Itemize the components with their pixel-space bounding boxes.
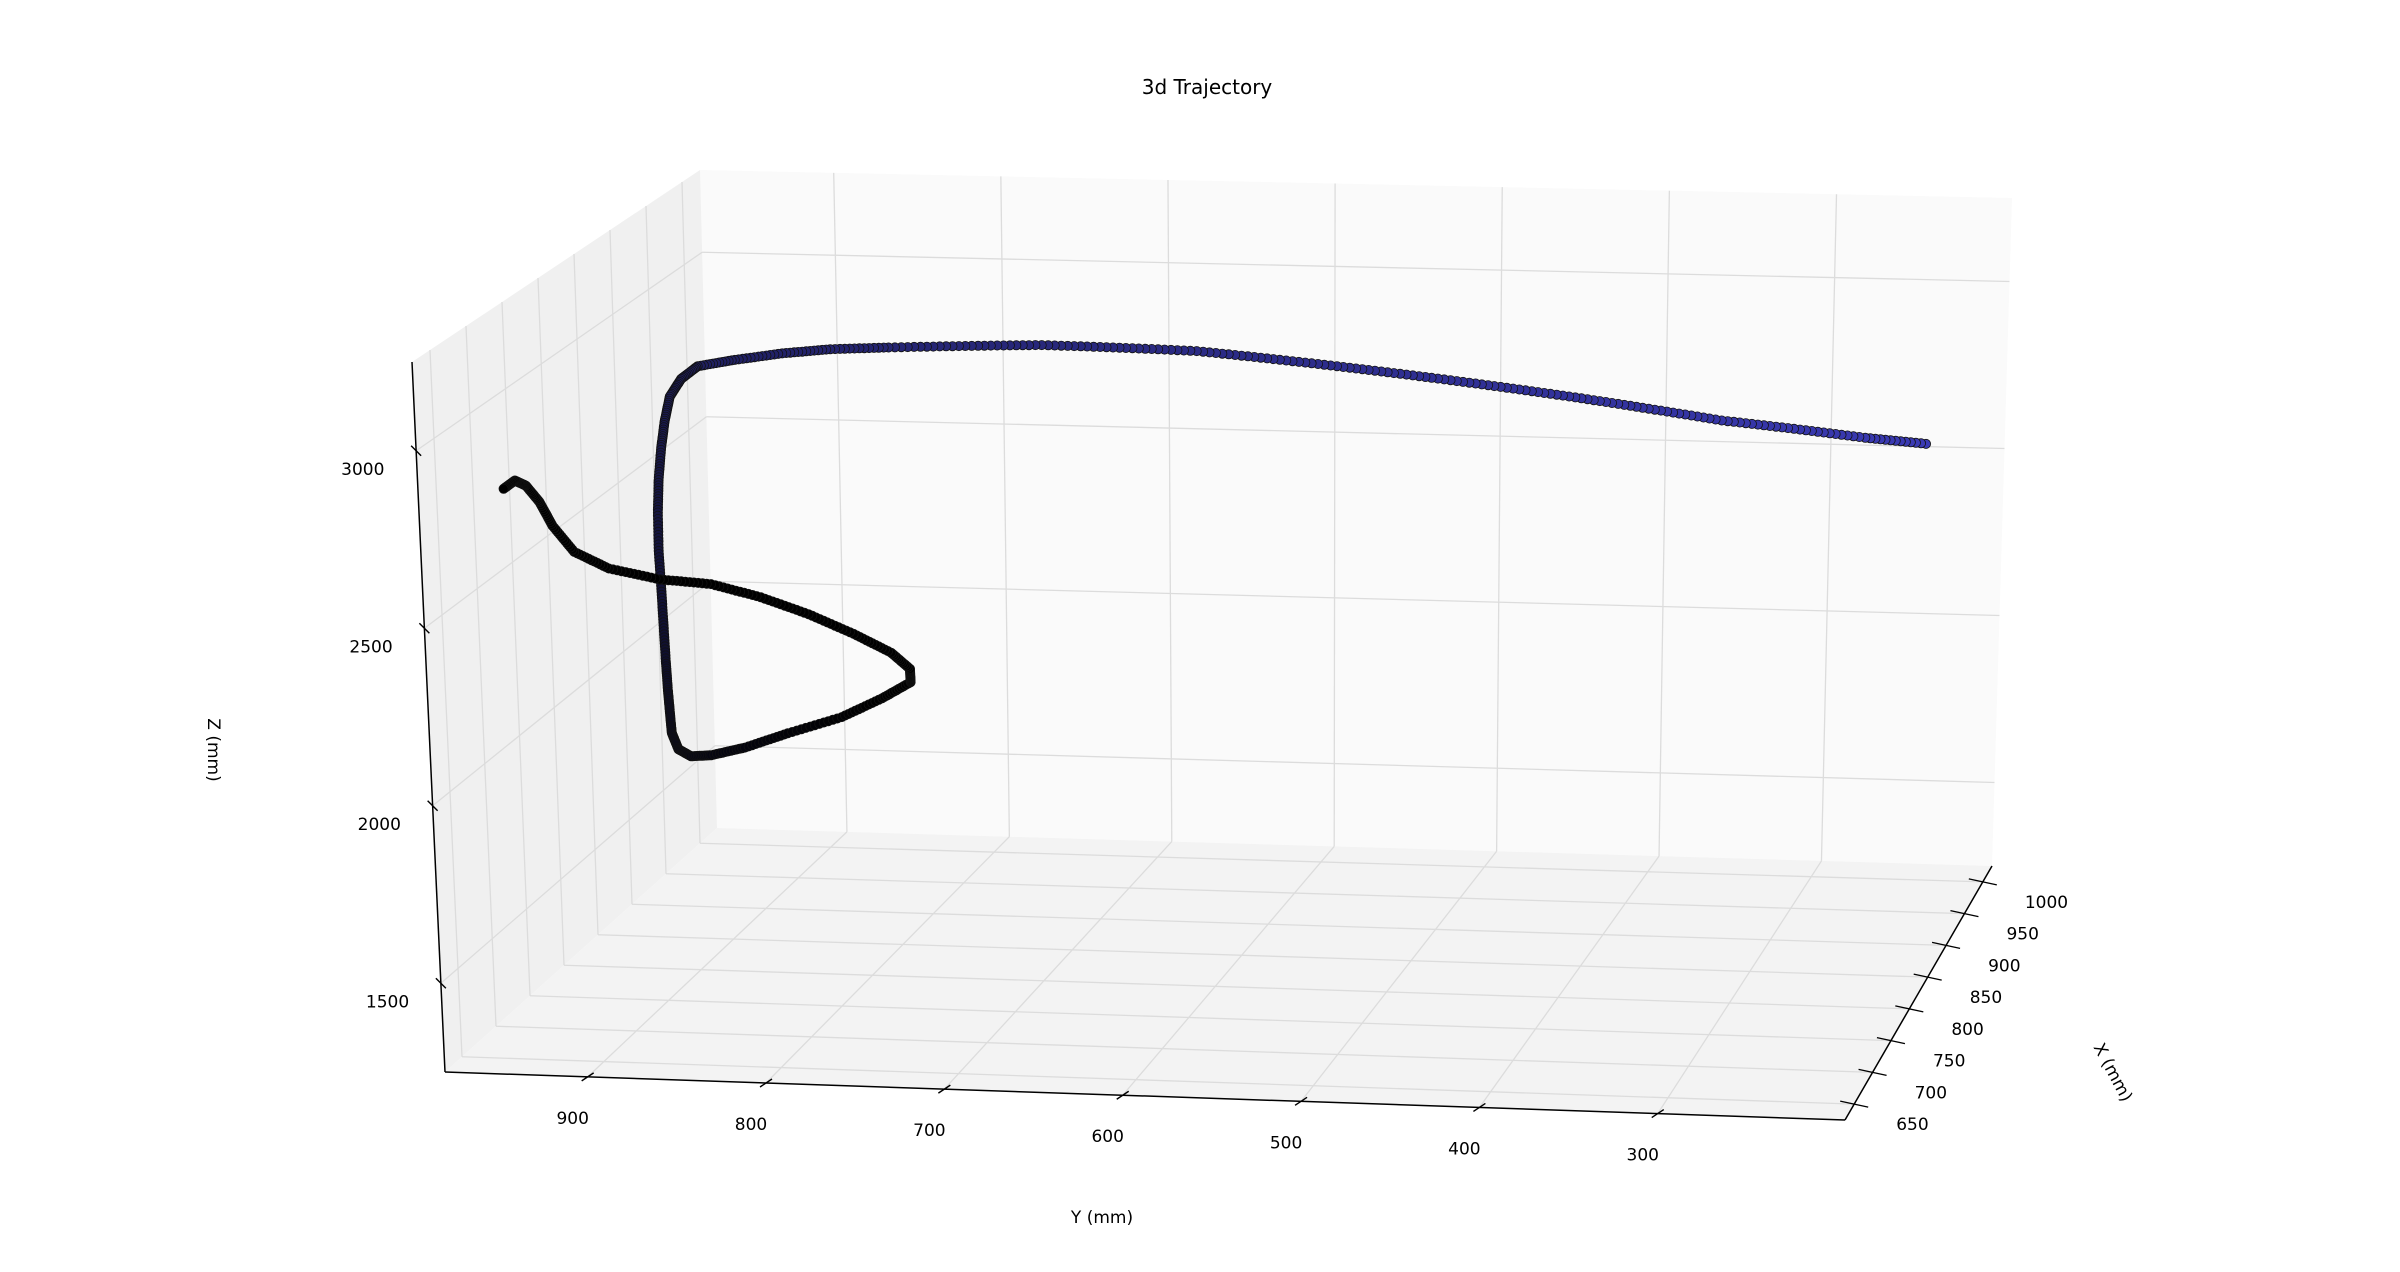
- grid-line-side-x: [573, 253, 599, 935]
- x-tick-label: 750: [1933, 1052, 1965, 1072]
- axis-lines: [411, 361, 1993, 1121]
- grid-line-floor-y: [765, 836, 1010, 1084]
- grid-line-floor-x: [631, 903, 1947, 947]
- back-pane: [700, 170, 2012, 866]
- y-tick-label: 800: [735, 1115, 767, 1135]
- x-tick-label: 650: [1896, 1115, 1928, 1135]
- grid-line-back-y: [1658, 190, 1671, 857]
- grid-line-floor-y: [1300, 850, 1498, 1102]
- x-tick-label: 850: [1970, 988, 2002, 1008]
- x-tick: [1968, 878, 1997, 886]
- y-tick-label: 500: [1270, 1133, 1302, 1153]
- z-axis-line: [411, 361, 446, 1073]
- grid-line-side-z: [440, 745, 716, 984]
- x-tick-label: 700: [1915, 1083, 1947, 1103]
- x-tick: [1931, 941, 1961, 950]
- y-tick-label: 300: [1627, 1146, 1659, 1166]
- grid-line-side-x: [465, 325, 497, 1027]
- tick-labels: 300 400 500 600 700 800 900 650 700 750 800 850 900 9…: [341, 460, 2068, 1166]
- grid-line-floor-x: [665, 873, 1965, 915]
- grid-line-floor-y: [943, 841, 1173, 1090]
- grid-line-back-y: [1333, 183, 1336, 847]
- chart-title: 3d Trajectory: [1142, 75, 1273, 99]
- y-tick-label: 400: [1448, 1139, 1480, 1159]
- grid-line-back-z: [702, 251, 2010, 283]
- z-tick: [410, 445, 422, 457]
- grid-line-back-y: [1000, 176, 1011, 837]
- grid-line-side-x: [681, 181, 701, 844]
- z-tick-label: 2500: [349, 637, 392, 657]
- grid-line-floor-y: [587, 831, 848, 1078]
- y-axis-label: Y (mm): [1070, 1208, 1133, 1228]
- grid-line-floor-y: [1478, 855, 1660, 1108]
- y-tick: [1116, 1090, 1130, 1100]
- y-tick: [937, 1084, 951, 1094]
- x-axis-label: X (mm): [2089, 1040, 2136, 1105]
- grid-line-floor-x: [563, 964, 1910, 1010]
- grid-line-side-z: [415, 251, 703, 452]
- z-tick: [435, 977, 447, 989]
- z-tick: [418, 622, 430, 634]
- z-tick-label: 2000: [358, 815, 401, 835]
- tick-marks: [410, 445, 1997, 1119]
- axes-panes: [412, 170, 2012, 1120]
- grid-lines: [415, 172, 2010, 1114]
- grid-line-back-y: [833, 172, 848, 832]
- grid-line-back-z: [706, 416, 2005, 450]
- z-tick-label: 3000: [341, 460, 384, 480]
- y-tick-label: 600: [1091, 1127, 1123, 1147]
- y-tick-label: 700: [913, 1121, 945, 1141]
- y-tick: [581, 1072, 595, 1082]
- z-axis-label: Z (mm): [203, 718, 223, 781]
- x-tick-label: 950: [2006, 925, 2038, 945]
- trajectory-point: [498, 483, 509, 494]
- x-axis-line: [1844, 865, 1993, 1121]
- z-tick-label: 1500: [366, 992, 409, 1012]
- x-tick: [1876, 1036, 1906, 1045]
- grid-line-floor-y: [1122, 845, 1335, 1096]
- x-tick: [1895, 1005, 1924, 1013]
- grid-line-back-y: [1495, 187, 1503, 852]
- x-tick: [1950, 909, 1979, 918]
- grid-line-floor-x: [699, 842, 1983, 883]
- grid-line-side-x: [537, 277, 565, 966]
- grid-line-floor-x: [461, 1056, 1855, 1105]
- x-tick: [1858, 1068, 1887, 1077]
- grid-line-floor-x: [529, 995, 1891, 1042]
- y-tick-label: 900: [556, 1109, 588, 1129]
- grid-line-back-z: [710, 580, 2000, 617]
- grid-line-back-y: [1820, 194, 1838, 861]
- trajectory-points: [498, 340, 1932, 762]
- y-tick: [1473, 1102, 1486, 1113]
- x-tick-label: 1000: [2025, 893, 2068, 913]
- grid-line-floor-y: [1657, 860, 1823, 1114]
- grid-line-back-z: [714, 745, 1995, 784]
- grid-line-side-x: [429, 349, 463, 1057]
- floor-pane: [445, 828, 1992, 1120]
- grid-line-floor-x: [597, 934, 1928, 978]
- z-tick: [427, 800, 439, 812]
- x-tick: [1840, 1100, 1869, 1108]
- y-tick: [1294, 1096, 1308, 1106]
- grid-line-side-x: [501, 301, 531, 996]
- y-tick: [1651, 1108, 1665, 1119]
- x-tick-label: 900: [1988, 956, 2020, 976]
- y-tick: [759, 1078, 773, 1088]
- x-tick: [1913, 973, 1942, 981]
- grid-line-back-y: [1167, 179, 1173, 842]
- x-tick-label: 800: [1951, 1020, 1983, 1040]
- y-axis-line: [444, 1071, 1846, 1121]
- grid-line-floor-x: [495, 1025, 1873, 1074]
